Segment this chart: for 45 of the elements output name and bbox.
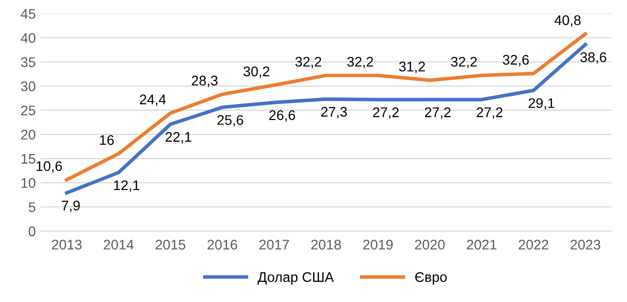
data-label: 30,2: [244, 66, 270, 78]
y-tick-label: 10: [22, 178, 36, 188]
data-label: 32,2: [347, 56, 374, 68]
y-tick-label: 40: [20, 33, 36, 43]
data-label: 28,3: [192, 76, 218, 88]
y-tick-label: 15: [22, 154, 36, 164]
data-label: 32,6: [502, 54, 529, 66]
x-tick-label: 2016: [208, 240, 238, 250]
data-label: 31,2: [399, 62, 425, 74]
data-label: 27,2: [424, 107, 451, 119]
y-tick-label: 35: [20, 57, 36, 68]
data-label: 32,2: [450, 56, 477, 68]
y-tick-label: 5: [28, 202, 36, 212]
y-tick-label: 20: [21, 130, 36, 140]
x-tick-label: 2015: [156, 240, 186, 250]
data-label: 27,2: [476, 107, 502, 119]
data-label: 29,1: [528, 98, 554, 110]
data-label: 7,9: [62, 200, 80, 212]
x-tick-label: 2013: [52, 240, 82, 250]
x-tick-label: 2022: [518, 240, 548, 250]
x-tick-label: 2014: [104, 240, 134, 250]
x-tick-label: 2019: [363, 240, 393, 250]
y-tick-label: 30: [20, 81, 36, 92]
data-label: 10,6: [36, 161, 62, 173]
x-tick-label: 2020: [415, 240, 445, 250]
data-label: 22,1: [166, 132, 192, 144]
y-tick-label: 0: [28, 226, 36, 236]
data-label: 38,6: [580, 52, 606, 64]
y-tick-label: 45: [20, 9, 36, 19]
data-label: 27,2: [373, 107, 399, 119]
x-tick-label: 2021: [466, 240, 496, 250]
data-label: 27,3: [321, 106, 347, 118]
data-label: 12,1: [114, 180, 140, 192]
x-tick-label: 2018: [311, 240, 341, 250]
legend-label: Євро: [415, 272, 447, 285]
x-tick-label: 2023: [570, 240, 600, 250]
data-label: 25,6: [217, 115, 244, 127]
data-label: 16: [100, 135, 114, 145]
legend-label: Долар США: [258, 272, 334, 285]
data-label: 40,8: [554, 15, 581, 27]
x-tick-label: 2017: [259, 240, 289, 250]
data-label: 32,2: [295, 56, 322, 68]
data-label: 26,6: [269, 110, 296, 122]
data-label: 24,4: [140, 94, 166, 106]
y-tick-label: 25: [21, 106, 36, 116]
